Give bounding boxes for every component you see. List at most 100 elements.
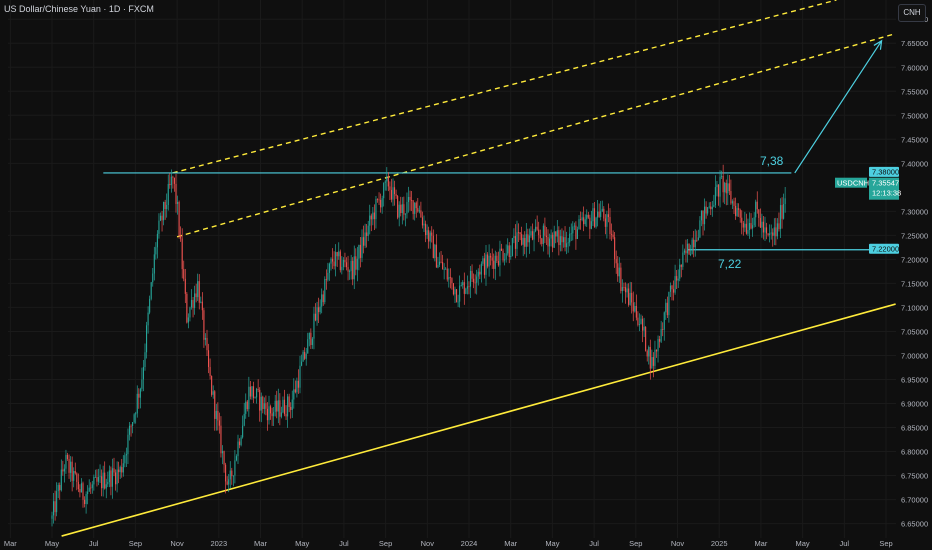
candle-body (406, 202, 408, 214)
candle-body (273, 411, 275, 417)
candle-body (457, 301, 459, 303)
price-axis[interactable]: 7.700007.650007.600007.550007.500007.450… (901, 15, 928, 528)
candle-body (652, 357, 654, 366)
candle-body (327, 272, 329, 280)
candle-body (414, 202, 416, 214)
candle-body (683, 250, 685, 253)
candle-body (407, 196, 410, 203)
candle-body (147, 312, 149, 326)
candle-body (189, 307, 191, 318)
candle-body (73, 470, 75, 481)
candle-body (694, 239, 696, 248)
candle-body (443, 269, 445, 271)
candle-body (243, 413, 245, 426)
candle-body (364, 232, 366, 246)
annotations (61, 0, 896, 537)
candle-body (710, 206, 712, 210)
candle-body (192, 299, 194, 308)
candle-body (655, 349, 658, 352)
candle-body (516, 232, 518, 249)
y-tick-label: 6.75000 (901, 472, 928, 481)
candle-body (511, 238, 513, 256)
candle-body (446, 268, 448, 280)
candle-body (621, 287, 623, 292)
candle-body (522, 237, 524, 245)
candle-body (195, 293, 197, 298)
candle-body (260, 396, 262, 411)
candle-body (448, 277, 450, 280)
current-price-tag-bg (869, 177, 899, 200)
candle-body (742, 222, 744, 228)
candle-body (387, 176, 389, 187)
candle-body (313, 313, 315, 339)
candle-body (136, 393, 138, 414)
candle-body (401, 204, 403, 214)
candle-body (113, 468, 115, 473)
candle-body (128, 425, 131, 435)
candle-body (274, 400, 276, 412)
candle-body (108, 470, 110, 482)
candle-body (288, 396, 290, 407)
candle-body (344, 259, 346, 263)
overlay-annotations: 7,38 7,22 7.38000 7.22000 7.3554712:13:38USD… (718, 39, 901, 271)
candle-body (279, 400, 281, 417)
candle-body (702, 210, 704, 225)
candle-body (730, 191, 732, 204)
x-tick-label: 2024 (461, 539, 478, 548)
candle-body (556, 230, 558, 237)
candle-body (163, 201, 165, 221)
x-tick-label: Sep (879, 539, 892, 548)
candle-body (541, 238, 543, 244)
candle-body (666, 302, 668, 316)
candle-body (409, 196, 411, 201)
candle-body (395, 194, 397, 196)
candle-body (680, 264, 682, 267)
candle-body (705, 206, 707, 214)
candle-body (697, 237, 699, 241)
candle-body (144, 352, 146, 368)
candle-body (268, 406, 270, 421)
candle-body (65, 454, 67, 469)
candle-body (107, 481, 109, 485)
candle-body (682, 252, 684, 267)
candle-body (206, 337, 208, 351)
x-tick-label: Jul (589, 539, 599, 548)
candle-body (473, 278, 475, 283)
current-price-label: 7.35547 (872, 179, 899, 188)
candle-body (332, 258, 334, 262)
candle-body (435, 244, 437, 268)
candle-body (781, 205, 783, 219)
candle-body (418, 210, 420, 212)
currency-button[interactable]: CNH (898, 4, 926, 22)
support-annotation-label: 7,22 (718, 257, 742, 271)
candle-body (673, 289, 675, 293)
candle-body (483, 258, 485, 275)
candle-body (545, 235, 547, 238)
candle-body (352, 260, 354, 280)
candle-body (674, 276, 676, 293)
candle-body (437, 264, 439, 268)
y-tick-label: 7.05000 (901, 327, 928, 336)
candle-body (266, 408, 268, 421)
projection-arrow-head (873, 39, 883, 50)
candle-body (690, 254, 692, 255)
candle-body (56, 491, 58, 513)
candle-body (369, 215, 371, 226)
candle-body (449, 277, 451, 278)
candle-body (772, 232, 774, 236)
candle-body (283, 399, 286, 415)
candle-body (623, 287, 625, 288)
candle-body (150, 282, 152, 299)
candle-body (569, 233, 571, 243)
candle-body (748, 223, 751, 231)
candle-body (497, 261, 499, 266)
candle-body (102, 472, 104, 489)
y-tick-label: 7.15000 (901, 279, 928, 288)
time-axis[interactable]: Mar May Jul Sep Nov 2023 Mar May Jul Sep Nov 2024 Ma… (4, 539, 893, 548)
candle-body (559, 236, 561, 246)
candle-body (542, 225, 544, 244)
candle-body (640, 318, 642, 325)
candle-body (567, 242, 569, 244)
candle-body (353, 256, 355, 280)
